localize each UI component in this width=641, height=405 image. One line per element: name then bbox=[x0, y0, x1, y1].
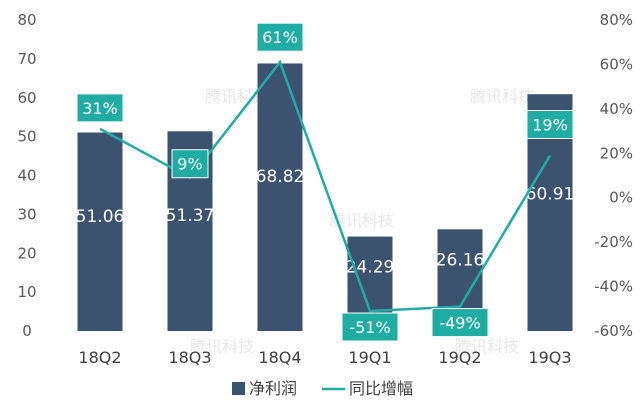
bar-value-label: 68.82 bbox=[256, 167, 305, 187]
bar-value-label: 26.16 bbox=[436, 250, 485, 270]
watermark-text: 腾讯科技 bbox=[455, 337, 519, 356]
right-tick-label: 60% bbox=[600, 55, 633, 73]
watermark-text: 腾讯科技 bbox=[330, 211, 394, 230]
left-tick-label: 0 bbox=[22, 322, 32, 340]
left-tick-label: 30 bbox=[17, 205, 36, 223]
watermark-text: 腾讯科技 bbox=[190, 337, 254, 356]
left-tick-label: 70 bbox=[17, 50, 36, 68]
category-label: 18Q3 bbox=[168, 348, 211, 367]
pct-value-label: -49% bbox=[439, 314, 480, 333]
category-axis: 18Q2 18Q3 18Q4 19Q1 19Q2 19Q3 bbox=[78, 348, 571, 367]
category-label: 19Q2 bbox=[438, 348, 481, 367]
left-tick-label: 20 bbox=[17, 244, 36, 262]
pct-value-label: 61% bbox=[262, 28, 298, 47]
pct-box bbox=[76, 93, 124, 123]
right-tick-label: 40% bbox=[600, 100, 633, 118]
bar-18Q2 bbox=[77, 132, 123, 331]
pct-label-box: 31% bbox=[76, 93, 124, 123]
pct-label-box: -49% bbox=[431, 308, 489, 338]
pct-label-box: 19% bbox=[526, 110, 574, 140]
bar-value-label: 24.29 bbox=[346, 258, 395, 278]
left-tick-label: 40 bbox=[17, 167, 36, 185]
pct-value-label: -51% bbox=[349, 318, 390, 337]
pct-box bbox=[526, 110, 574, 140]
right-tick-label: 80% bbox=[600, 11, 633, 29]
legend-bar-label: 净利润 bbox=[249, 379, 297, 398]
bar-value-label: 60.91 bbox=[526, 185, 575, 205]
pct-value-label: 19% bbox=[532, 116, 568, 135]
left-axis-ticks: 0 10 20 30 40 50 60 70 80 bbox=[17, 11, 36, 340]
watermark-text: 腾讯科技 bbox=[205, 87, 269, 106]
legend: 净利润 同比增幅 bbox=[232, 379, 413, 398]
right-tick-label: -40% bbox=[594, 278, 633, 296]
pct-box bbox=[256, 22, 304, 52]
pct-label-box: -51% bbox=[341, 312, 399, 342]
pct-box bbox=[171, 149, 209, 179]
bar-value-label: 51.06 bbox=[76, 207, 125, 227]
legend-line-label: 同比增幅 bbox=[349, 379, 413, 398]
bar-value-label: 51.37 bbox=[166, 206, 215, 226]
right-tick-label: -20% bbox=[594, 233, 633, 251]
legend-bar-swatch bbox=[232, 382, 245, 395]
pct-box bbox=[341, 312, 399, 342]
pct-box bbox=[431, 308, 489, 338]
left-tick-label: 60 bbox=[17, 89, 36, 107]
pct-label-box: 9% bbox=[171, 149, 209, 179]
watermark-text: 腾讯科技 bbox=[470, 87, 534, 106]
category-label: 19Q3 bbox=[528, 348, 571, 367]
pct-label-box: 61% bbox=[256, 22, 304, 52]
left-tick-label: 10 bbox=[17, 283, 36, 301]
right-axis-ticks: -60% -40% -20% 0% 20% 40% 60% 80% bbox=[594, 11, 633, 340]
right-tick-label: -60% bbox=[594, 322, 633, 340]
category-label: 18Q4 bbox=[258, 348, 301, 367]
right-tick-label: 20% bbox=[600, 144, 633, 162]
category-label: 18Q2 bbox=[78, 348, 121, 367]
pct-value-label: 9% bbox=[177, 155, 202, 174]
category-label: 19Q1 bbox=[348, 348, 391, 367]
right-tick-label: 0% bbox=[609, 189, 633, 207]
line-series: 31% 9% 61% -51% -49% 19% bbox=[76, 22, 574, 342]
pct-value-label: 31% bbox=[82, 99, 118, 118]
left-tick-label: 80 bbox=[17, 11, 36, 29]
bar-18Q4 bbox=[257, 63, 303, 331]
left-tick-label: 50 bbox=[17, 128, 36, 146]
